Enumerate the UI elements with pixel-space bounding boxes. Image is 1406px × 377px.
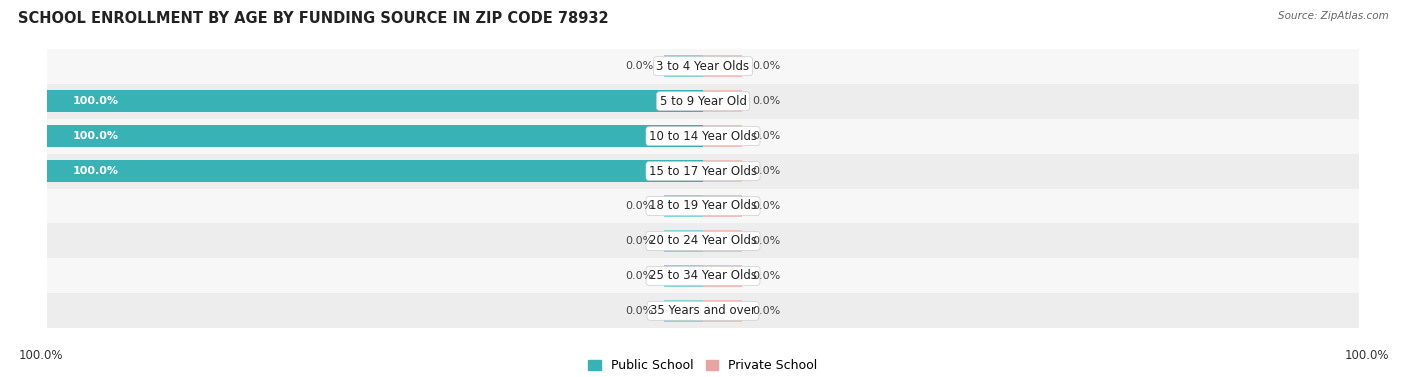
- Bar: [703, 300, 742, 322]
- Text: 18 to 19 Year Olds: 18 to 19 Year Olds: [650, 199, 756, 213]
- Bar: [703, 230, 742, 252]
- Bar: [46, 153, 1360, 188]
- Text: 0.0%: 0.0%: [752, 131, 780, 141]
- Bar: [664, 195, 703, 217]
- Bar: [46, 90, 703, 112]
- Text: 0.0%: 0.0%: [752, 96, 780, 106]
- Text: 0.0%: 0.0%: [752, 271, 780, 281]
- Text: 3 to 4 Year Olds: 3 to 4 Year Olds: [657, 60, 749, 73]
- Text: SCHOOL ENROLLMENT BY AGE BY FUNDING SOURCE IN ZIP CODE 78932: SCHOOL ENROLLMENT BY AGE BY FUNDING SOUR…: [18, 11, 609, 26]
- Text: 15 to 17 Year Olds: 15 to 17 Year Olds: [650, 164, 756, 178]
- Bar: [703, 125, 742, 147]
- Text: 25 to 34 Year Olds: 25 to 34 Year Olds: [650, 269, 756, 282]
- Text: 0.0%: 0.0%: [626, 306, 654, 316]
- Text: 5 to 9 Year Old: 5 to 9 Year Old: [659, 95, 747, 108]
- Bar: [703, 265, 742, 287]
- Bar: [703, 90, 742, 112]
- Bar: [46, 160, 703, 182]
- Bar: [664, 230, 703, 252]
- Text: 10 to 14 Year Olds: 10 to 14 Year Olds: [650, 130, 756, 143]
- Text: Source: ZipAtlas.com: Source: ZipAtlas.com: [1278, 11, 1389, 21]
- Text: 100.0%: 100.0%: [73, 131, 120, 141]
- Text: 100.0%: 100.0%: [1344, 349, 1389, 362]
- Legend: Public School, Private School: Public School, Private School: [583, 354, 823, 377]
- Bar: [664, 265, 703, 287]
- Bar: [46, 119, 1360, 153]
- Text: 100.0%: 100.0%: [73, 96, 120, 106]
- Bar: [703, 55, 742, 77]
- Text: 0.0%: 0.0%: [752, 306, 780, 316]
- Bar: [46, 224, 1360, 258]
- Text: 20 to 24 Year Olds: 20 to 24 Year Olds: [650, 234, 756, 247]
- Text: 100.0%: 100.0%: [18, 349, 63, 362]
- Text: 0.0%: 0.0%: [626, 271, 654, 281]
- Bar: [703, 195, 742, 217]
- Bar: [46, 293, 1360, 328]
- Bar: [664, 55, 703, 77]
- Text: 0.0%: 0.0%: [626, 61, 654, 71]
- Text: 0.0%: 0.0%: [752, 166, 780, 176]
- Bar: [46, 49, 1360, 84]
- Text: 0.0%: 0.0%: [752, 61, 780, 71]
- Text: 0.0%: 0.0%: [752, 201, 780, 211]
- Text: 35 Years and over: 35 Years and over: [650, 304, 756, 317]
- Text: 0.0%: 0.0%: [626, 201, 654, 211]
- Bar: [46, 258, 1360, 293]
- Text: 0.0%: 0.0%: [752, 236, 780, 246]
- Text: 0.0%: 0.0%: [626, 236, 654, 246]
- Bar: [703, 160, 742, 182]
- Bar: [46, 125, 703, 147]
- Bar: [46, 188, 1360, 224]
- Text: 100.0%: 100.0%: [73, 166, 120, 176]
- Bar: [46, 84, 1360, 119]
- Bar: [664, 300, 703, 322]
